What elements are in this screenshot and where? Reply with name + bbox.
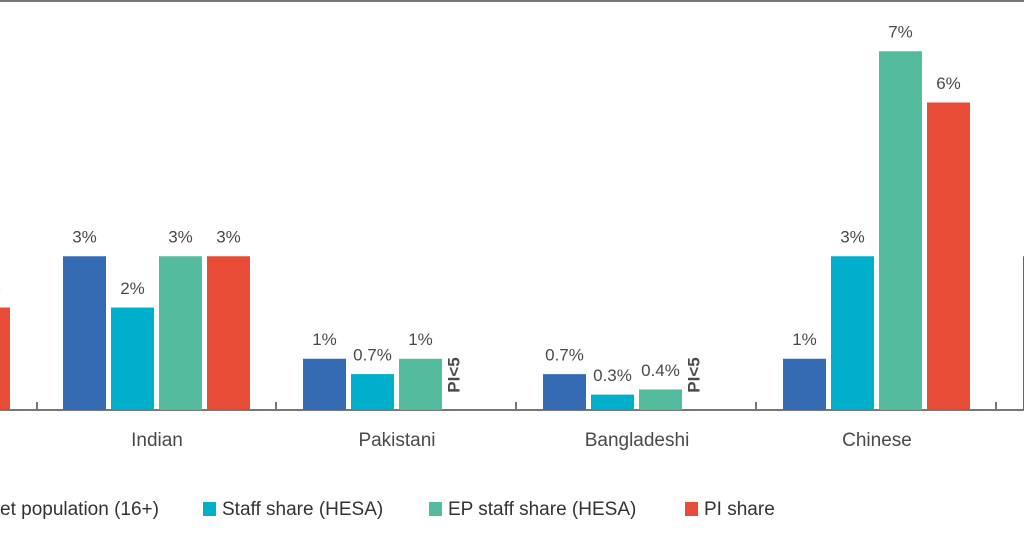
value-label: 6% — [936, 74, 961, 93]
value-label: 0.4% — [641, 361, 680, 380]
value-label: 3% — [168, 228, 193, 247]
bar — [879, 51, 922, 410]
bar — [111, 307, 154, 410]
x-tick-label: Bangladeshi — [585, 430, 690, 451]
value-label: 1% — [408, 330, 433, 349]
x-tick-label: Indian — [131, 430, 183, 451]
bar — [639, 389, 682, 410]
x-tick-label: Chinese — [842, 430, 912, 451]
bar — [399, 358, 442, 410]
bar — [783, 358, 826, 410]
value-label: 3% — [72, 228, 97, 247]
value-label: 0.7% — [545, 346, 584, 365]
legend-swatch — [203, 502, 216, 516]
bar — [303, 358, 346, 410]
bar — [159, 256, 202, 410]
bar — [0, 307, 10, 410]
value-label: 7% — [888, 23, 913, 42]
value-label: 3% — [216, 228, 241, 247]
value-label: 1% — [312, 330, 337, 349]
value-label: 2% — [120, 279, 145, 298]
bar — [351, 374, 394, 410]
legend-label: PI share — [704, 499, 775, 520]
bar — [831, 256, 874, 410]
bar — [207, 256, 250, 410]
value-label: 1% — [792, 330, 817, 349]
bar — [591, 394, 634, 410]
bar — [543, 374, 586, 410]
legend-swatch — [429, 502, 442, 516]
value-label: 2% — [0, 279, 1, 298]
value-label: PI<5 — [684, 357, 703, 392]
x-tick-label: Pakistani — [358, 430, 435, 451]
legend-label: et population (16+) — [0, 499, 159, 520]
value-label: 0.3% — [593, 366, 632, 385]
value-label: PI<5 — [444, 357, 463, 392]
value-label: 3% — [840, 228, 865, 247]
x-ticks — [36, 402, 997, 410]
value-label: 0.7% — [353, 346, 392, 365]
bar — [927, 102, 970, 410]
legend-swatch — [685, 502, 698, 516]
bar — [63, 256, 106, 410]
legend-label: EP staff share (HESA) — [448, 499, 636, 520]
legend-label: Staff share (HESA) — [222, 499, 383, 520]
